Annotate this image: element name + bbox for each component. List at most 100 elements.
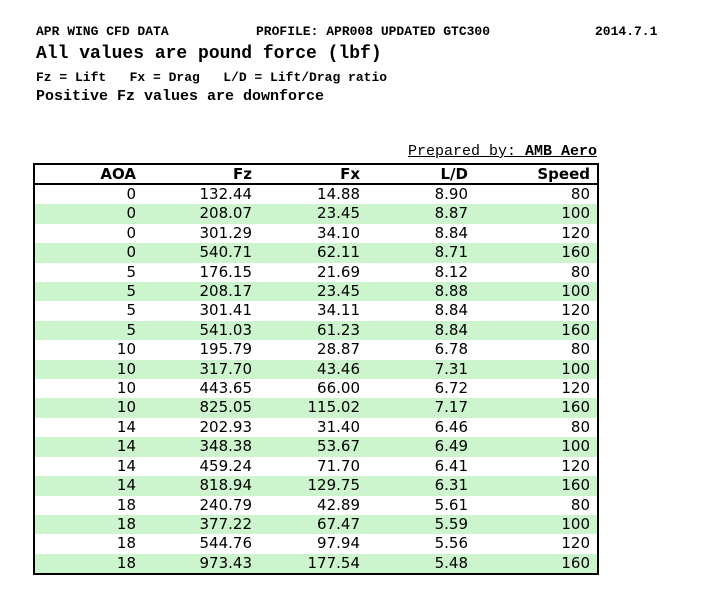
- cell-speed: 120: [561, 223, 590, 242]
- prepared-by: Prepared by: AMB Aero: [408, 143, 597, 161]
- cell-aoa: 14: [116, 456, 136, 475]
- cell-fx: 28.87: [317, 340, 360, 359]
- cell-ld: 8.88: [367, 282, 475, 302]
- prepared-by-label: Prepared by:: [407, 143, 525, 160]
- cell-fx: 115.02: [259, 398, 367, 418]
- table-row: 5 208.17 23.45 8.88 100: [34, 282, 598, 302]
- cell-speed: 120: [561, 379, 590, 398]
- cell-fz: 208.17: [143, 282, 259, 302]
- cell-fx: 34.10: [317, 223, 360, 242]
- col-header-speed: Speed: [475, 164, 598, 185]
- cell-speed: 100: [475, 359, 598, 380]
- cell-aoa: 18: [34, 514, 143, 535]
- cell-aoa: 10: [116, 340, 136, 359]
- cell-ld: 5.56: [434, 534, 468, 553]
- cell-fz: 973.43: [143, 553, 259, 575]
- cell-speed: 80: [570, 417, 590, 436]
- cell-fz: 377.22: [143, 514, 259, 535]
- cell-aoa: 5: [34, 282, 143, 302]
- cell-fx: 177.54: [259, 553, 367, 575]
- cell-fz: 132.44: [199, 185, 253, 203]
- table-row: 14 348.38 53.67 6.49 100: [34, 437, 598, 457]
- cell-aoa: 14: [34, 437, 143, 457]
- cell-fx: 43.46: [259, 359, 367, 380]
- cell-fz: 208.07: [143, 204, 259, 224]
- cell-fx: 61.23: [259, 320, 367, 341]
- cell-ld: 8.84: [434, 301, 468, 320]
- legend-line: Fz = Lift Fx = Drag L/D = Lift/Drag rati…: [36, 70, 388, 85]
- cell-ld: 6.31: [367, 476, 475, 496]
- cell-ld: 8.84: [434, 223, 468, 242]
- cell-fx: 42.89: [317, 495, 360, 514]
- cell-fz: 176.15: [199, 262, 253, 281]
- cell-ld: 8.84: [367, 320, 475, 341]
- cell-aoa: 5: [34, 320, 143, 341]
- table-row: 14 202.93 31.40 6.46 80: [34, 418, 598, 437]
- table-row: 14 818.94 129.75 6.31 160: [34, 476, 598, 496]
- table-row: 18 973.43 177.54 5.48 160: [34, 553, 598, 575]
- cell-speed: 100: [475, 514, 598, 535]
- cell-fz: 195.79: [199, 340, 253, 359]
- table-row: 5 541.03 61.23 8.84 160: [34, 320, 598, 341]
- cell-fx: 14.88: [317, 185, 360, 203]
- cell-ld: 6.78: [434, 340, 468, 359]
- cell-fz: 540.71: [143, 243, 259, 263]
- cell-ld: 6.72: [434, 379, 468, 398]
- table-row: 18 544.76 97.94 5.56 120: [34, 534, 598, 553]
- cell-ld: 5.48: [367, 553, 475, 575]
- table-row: 5 176.15 21.69 8.12 80: [34, 263, 598, 282]
- cell-ld: 6.46: [434, 417, 468, 436]
- cell-speed: 100: [475, 204, 598, 224]
- table-row: 0 540.71 62.11 8.71 160: [34, 243, 598, 263]
- cell-fx: 53.67: [259, 437, 367, 457]
- cell-fz: 541.03: [143, 320, 259, 341]
- cell-speed: 120: [561, 456, 590, 475]
- cell-fz: 240.79: [199, 495, 253, 514]
- cell-ld: 5.61: [434, 495, 468, 514]
- cell-aoa: 10: [34, 398, 143, 418]
- profile-title: PROFILE: APR008 UPDATED GTC300: [256, 24, 491, 39]
- cell-fx: 23.45: [259, 204, 367, 224]
- downforce-note: Positive Fz values are downforce: [36, 88, 325, 105]
- table-row: 0 208.07 23.45 8.87 100: [34, 204, 598, 224]
- cell-aoa: 10: [116, 379, 136, 398]
- cell-speed: 100: [475, 437, 598, 457]
- cell-fx: 97.94: [317, 534, 360, 553]
- cell-fz: 301.41: [199, 301, 253, 320]
- cell-ld: 8.87: [367, 204, 475, 224]
- table-row: 10 317.70 43.46 7.31 100: [34, 359, 598, 380]
- cell-ld: 6.41: [434, 456, 468, 475]
- cell-speed: 80: [570, 185, 590, 203]
- cell-fx: 71.70: [317, 456, 360, 475]
- cell-aoa: 0: [126, 223, 136, 242]
- cell-ld: 5.59: [367, 514, 475, 535]
- cell-aoa: 0: [126, 185, 136, 203]
- cell-speed: 160: [475, 476, 598, 496]
- cell-speed: 160: [475, 553, 598, 575]
- cell-aoa: 18: [34, 553, 143, 575]
- cell-fz: 301.29: [199, 223, 253, 242]
- cell-speed: 100: [475, 282, 598, 302]
- cell-speed: 160: [475, 320, 598, 341]
- cell-fz: 825.05: [143, 398, 259, 418]
- units-subtitle: All values are pound force (lbf): [36, 44, 382, 64]
- cell-fx: 23.45: [259, 282, 367, 302]
- cell-fx: 66.00: [317, 379, 360, 398]
- cell-ld: 8.71: [367, 243, 475, 263]
- cell-aoa: 5: [126, 301, 136, 320]
- cell-fz: 317.70: [143, 359, 259, 380]
- cell-fx: 67.47: [259, 514, 367, 535]
- cell-ld: 8.12: [434, 262, 468, 281]
- cell-ld: 7.31: [367, 359, 475, 380]
- cell-fz: 202.93: [199, 417, 253, 436]
- cell-fz: 818.94: [143, 476, 259, 496]
- cell-ld: 7.17: [367, 398, 475, 418]
- doc-date: 2014.7.1: [595, 24, 658, 39]
- table-row: 18 240.79 42.89 5.61 80: [34, 496, 598, 515]
- prepared-by-value: AMB Aero: [524, 143, 597, 160]
- cell-fx: 34.11: [317, 301, 360, 320]
- table-header-row: AOA Fz Fx L/D Speed: [34, 164, 598, 185]
- col-header-fx: Fx: [259, 164, 367, 185]
- col-header-ld: L/D: [367, 164, 475, 185]
